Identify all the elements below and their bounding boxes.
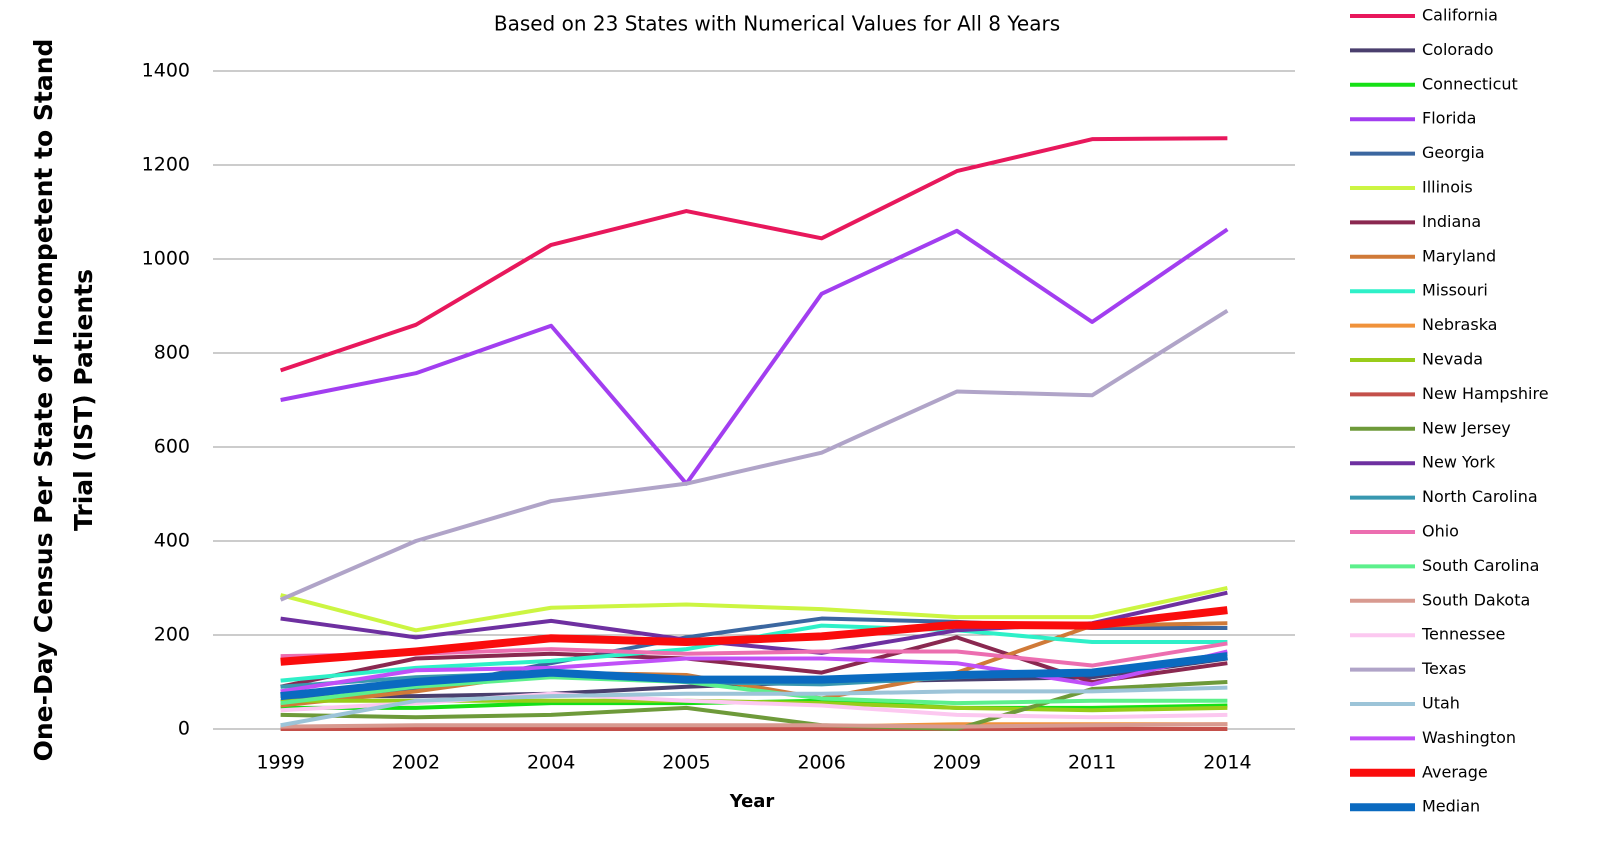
x-tick-label: 2006 <box>797 752 845 774</box>
series-line <box>280 621 1228 708</box>
series-line <box>280 649 1228 694</box>
legend-label: Connecticut <box>1422 74 1518 93</box>
x-tick-label: 2005 <box>662 752 710 774</box>
legend-label: Colorado <box>1422 40 1494 59</box>
x-tick-label: 2009 <box>933 752 981 774</box>
legend-label: Utah <box>1422 694 1460 713</box>
x-axis-label: Year <box>729 791 775 812</box>
series-line <box>280 722 1228 729</box>
y-tick-label: 1200 <box>142 154 190 176</box>
chart-title: Based on 23 States with Numerical Values… <box>494 12 1060 36</box>
legend-label: Washington <box>1422 728 1516 747</box>
series-line <box>280 606 1228 666</box>
legend-label: Texas <box>1421 659 1466 678</box>
legend-label: Missouri <box>1422 281 1488 300</box>
legend-label: North Carolina <box>1422 487 1538 506</box>
legend-label: Georgia <box>1422 143 1485 162</box>
y-tick-label: 1000 <box>142 248 190 270</box>
legend-label: South Carolina <box>1422 556 1539 575</box>
y-tick-label: 600 <box>154 436 190 458</box>
legend-label: New Jersey <box>1422 418 1511 437</box>
series-line <box>280 586 1228 633</box>
legend-label: Average <box>1422 762 1488 781</box>
x-tick-label: 1999 <box>256 752 304 774</box>
legend-label: Nevada <box>1422 350 1483 369</box>
x-tick-label: 2004 <box>527 752 575 774</box>
series-line <box>279 309 1229 602</box>
x-tick-label: 2011 <box>1068 752 1116 774</box>
legend-label: New Hampshire <box>1422 384 1549 403</box>
legend-label: California <box>1422 6 1498 25</box>
legend-label: Maryland <box>1422 246 1496 265</box>
series-line <box>280 652 1228 701</box>
y-tick-label: 800 <box>154 342 190 364</box>
series-line <box>280 680 1228 731</box>
legend-label: Florida <box>1422 109 1476 128</box>
y-tick-label: 400 <box>154 530 190 552</box>
legend-label: Indiana <box>1422 212 1481 231</box>
x-tick-label: 2002 <box>392 752 440 774</box>
y-axis-label-line: Trial (IST) Patients <box>69 269 98 531</box>
legend-label: Ohio <box>1422 522 1459 541</box>
legend-label: New York <box>1422 453 1496 472</box>
y-tick-label: 200 <box>154 624 190 646</box>
legend-label: Tennessee <box>1421 625 1505 644</box>
y-tick-label: 1400 <box>142 60 190 82</box>
legend-label: South Dakota <box>1422 590 1530 609</box>
series-line <box>279 136 1228 373</box>
y-axis-label-line: One-Day Census Per State of Incompetent … <box>29 39 58 762</box>
legend-label: Illinois <box>1422 178 1473 197</box>
y-tick-label: 0 <box>178 718 190 740</box>
series-line <box>280 675 1228 706</box>
legend-label: Median <box>1422 797 1480 816</box>
x-tick-label: 2014 <box>1203 752 1251 774</box>
y-axis-label: One-Day Census Per State of Incompetent … <box>29 39 98 762</box>
series-line <box>280 685 1228 728</box>
series-line <box>280 227 1229 486</box>
legend-label: Nebraska <box>1422 315 1497 334</box>
